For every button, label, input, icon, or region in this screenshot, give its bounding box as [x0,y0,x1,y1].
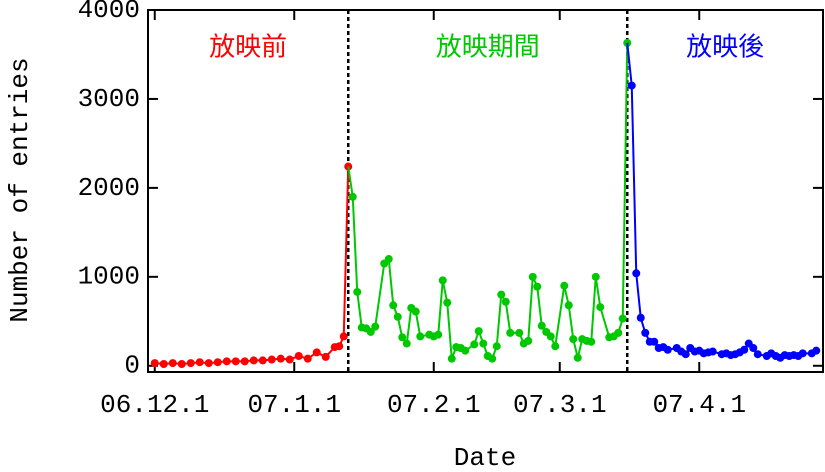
data-point [470,340,479,349]
data-point [384,255,393,264]
data-point [749,343,758,352]
data-point [537,321,546,330]
series-line [630,85,817,359]
data-point [402,339,411,348]
data-point [461,346,470,355]
data-point [177,359,186,368]
data-point [303,354,312,363]
data-point [753,350,762,359]
period-annotation: 放映前 [209,33,287,63]
data-point [393,312,402,321]
period-annotation: 放映後 [686,33,764,63]
data-point [159,359,168,368]
data-point [321,352,330,361]
plot-frame [147,9,824,373]
data-point [434,330,443,339]
series-line [154,166,350,365]
data-point [596,303,605,312]
series-line [351,42,629,361]
data-point [150,359,159,368]
data-point [587,337,596,346]
data-point [267,355,276,364]
data-point [168,359,177,368]
data-point [398,333,407,342]
data-point [618,314,627,323]
data-point [213,358,222,367]
data-point [812,346,821,355]
data-point [231,357,240,366]
data-point [524,336,533,345]
data-point [438,276,447,285]
data-point [641,328,650,337]
data-point [443,298,452,307]
data-point [474,327,483,336]
data-point [312,348,321,357]
data-point [546,332,555,341]
data-point [285,355,294,364]
y-tick-label: 2000 [78,173,140,203]
data-point [294,351,303,360]
data-point [371,322,380,331]
data-point [497,290,506,299]
data-point [348,192,357,201]
data-point [740,345,749,354]
data-point [501,297,510,306]
x-tick-label: 06.12.1 [100,390,209,420]
data-point [573,353,582,362]
x-tick-label: 07.2.1 [387,390,481,420]
data-point [222,357,231,366]
data-point [663,345,672,354]
data-point [366,327,375,336]
data-point [186,359,195,368]
data-point [353,287,362,296]
data-point [560,281,569,290]
data-point [258,356,267,365]
data-point [411,307,420,316]
data-point [492,342,501,351]
y-axis-label: Number of entries [5,57,35,322]
data-point [632,269,641,278]
data-point [708,347,717,356]
y-tick-label: 0 [124,351,140,381]
x-tick-label: 07.3.1 [513,390,607,420]
data-point [447,354,456,363]
period-annotation: 放映期間 [436,33,540,63]
data-point [240,357,249,366]
data-point [636,313,645,322]
data-point [681,350,690,359]
x-tick-label: 07.1.1 [247,390,341,420]
connector [347,166,354,197]
x-axis-label: Date [454,443,516,472]
data-point [204,359,213,368]
data-point [798,349,807,358]
data-point [335,342,344,351]
data-point [479,339,488,348]
x-tick-label: 07.4.1 [652,390,746,420]
data-point [569,335,578,344]
data-point [276,354,285,363]
data-point [249,356,258,365]
y-tick-label: 3000 [78,84,140,114]
data-point [528,272,537,281]
data-point [551,342,560,351]
data-point [506,328,515,337]
y-tick-label: 4000 [78,0,140,25]
data-point [591,272,600,281]
data-point [650,337,659,346]
data-point [339,332,348,341]
data-point [627,81,636,90]
data-point [533,282,542,291]
connector [626,42,633,86]
data-point [488,354,497,363]
data-point [195,358,204,367]
data-point [564,301,573,310]
y-tick-label: 1000 [78,262,140,292]
data-point [389,301,398,310]
data-point [515,328,524,337]
data-point [614,328,623,337]
data-point [416,332,425,341]
